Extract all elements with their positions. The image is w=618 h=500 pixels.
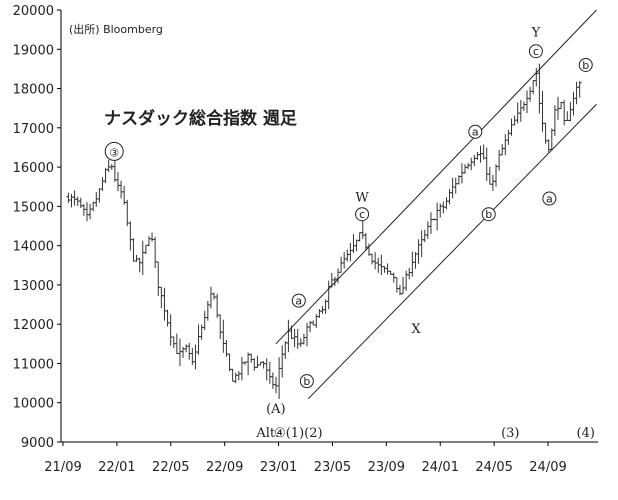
y-tick-label: 10000 bbox=[13, 397, 54, 412]
y-tick-label: 13000 bbox=[13, 279, 54, 294]
y-tick-label: 12000 bbox=[13, 318, 54, 333]
wave-label-circle bbox=[104, 141, 124, 161]
wave-label-circled-③-0: ③ bbox=[104, 141, 124, 161]
price-bars-group bbox=[66, 63, 582, 400]
x-tick-label: 23/09 bbox=[368, 460, 405, 475]
wave-label-9: Y bbox=[531, 26, 541, 41]
wave-annotations-group: ③ (A) a b Wc Xa b Yc a b Alt.④ (1)(2) (3) (4) bbox=[104, 26, 595, 441]
bottom-wave-label-4: (4) bbox=[577, 426, 595, 441]
wave-label-circled-b-8: b bbox=[481, 207, 496, 222]
y-tick-label: 16000 bbox=[13, 161, 54, 176]
y-tick-label: 20000 bbox=[13, 4, 54, 19]
wave-label-text: c bbox=[533, 45, 539, 58]
wave-label-circle bbox=[528, 44, 543, 59]
wave-label-circled-a-7: a bbox=[468, 124, 483, 139]
x-tick-label: 24/09 bbox=[529, 460, 566, 475]
wave-label-circled-c-5: c bbox=[355, 207, 370, 222]
wave-label-text: a bbox=[546, 193, 553, 206]
wave-label-text: b bbox=[303, 375, 310, 388]
x-tick-label: 23/05 bbox=[314, 460, 351, 475]
y-tick-label: 15000 bbox=[13, 200, 54, 215]
chart-source-note: (出所) Bloomberg bbox=[69, 22, 163, 36]
wave-label-text: a bbox=[472, 126, 479, 139]
bottom-wave-label-2: (1)(2) bbox=[286, 426, 323, 441]
wave-label-circled-c-10: c bbox=[528, 44, 543, 59]
wave-label-circle bbox=[578, 57, 593, 72]
y-tick-label: 18000 bbox=[13, 83, 54, 98]
wave-label-1: (A) bbox=[266, 402, 286, 417]
wave-label-text: c bbox=[359, 208, 365, 221]
y-tick-label: 14000 bbox=[13, 240, 54, 255]
y-tick-label: 11000 bbox=[13, 357, 54, 372]
x-tick-label: 24/01 bbox=[422, 460, 459, 475]
x-tick-label: 22/05 bbox=[152, 460, 189, 475]
x-tick-label: 22/09 bbox=[206, 460, 243, 475]
wave-label-text: a bbox=[295, 295, 302, 308]
axes-group: 9000 10000 11000 12000 13000 14000 15000 16000 1… bbox=[13, 4, 598, 475]
wave-label-circled-b-12: b bbox=[578, 57, 593, 72]
x-tick-label: 23/01 bbox=[260, 460, 297, 475]
wave-label-text: ③ bbox=[109, 146, 119, 159]
y-tick-label: 19000 bbox=[13, 43, 54, 58]
channel-upper-line bbox=[275, 9, 597, 345]
wave-label-circled-a-2: a bbox=[291, 293, 306, 308]
x-tick-label: 22/01 bbox=[98, 460, 135, 475]
y-tick-label: 9000 bbox=[21, 436, 54, 451]
wave-label-circle bbox=[355, 207, 370, 222]
wave-label-circle bbox=[542, 191, 557, 206]
bottom-wave-label-0: Alt. bbox=[255, 426, 279, 441]
wave-label-4: W bbox=[355, 191, 369, 206]
wave-label-text: b bbox=[485, 208, 492, 221]
x-tick-label: 21/09 bbox=[44, 460, 81, 475]
wave-label-circle bbox=[468, 124, 483, 139]
y-tick-label: 17000 bbox=[13, 122, 54, 137]
wave-label-circle bbox=[299, 374, 314, 389]
wave-label-circled-a-11: a bbox=[542, 191, 557, 206]
x-tick-label: 24/05 bbox=[475, 460, 512, 475]
wave-label-text: b bbox=[582, 59, 589, 72]
bottom-wave-label-1: ④ bbox=[274, 426, 286, 441]
trend-channels-group bbox=[275, 9, 597, 400]
channel-lower-line bbox=[307, 103, 597, 400]
wave-label-circle bbox=[481, 207, 496, 222]
wave-label-6: X bbox=[411, 322, 421, 337]
chart-title: ナスダック総合指数 週足 bbox=[104, 108, 297, 129]
wave-label-circled-b-3: b bbox=[299, 374, 314, 389]
bottom-wave-label-3: (3) bbox=[501, 426, 519, 441]
wave-label-circle bbox=[291, 293, 306, 308]
